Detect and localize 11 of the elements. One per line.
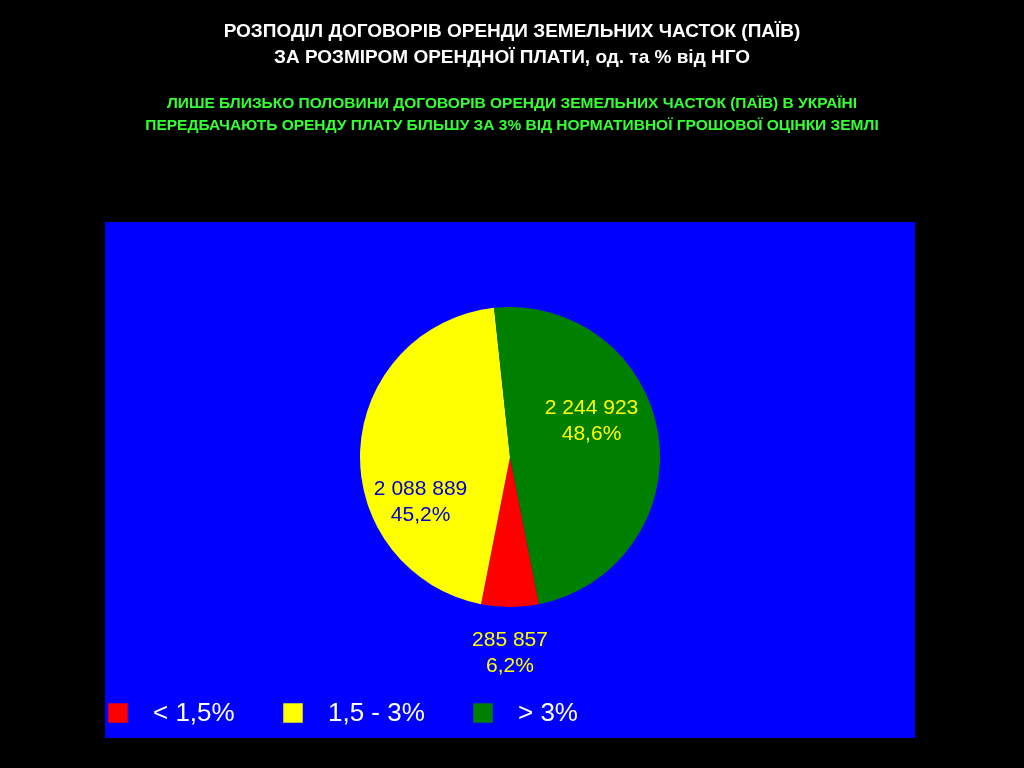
data-label: 285 857 6,2%: [472, 627, 548, 676]
pie-slice: [481, 457, 539, 607]
data-label: 2 088 889 45,2%: [373, 476, 468, 526]
chart-title: РОЗПОДІЛ ДОГОВОРІВ ОРЕНДИ ЗЕМЕЛЬНИХ ЧАСТОК (ПАЇВ) ЗА РОЗМІРОМ ОРЕНДНОЇ ПЛАТИ, од. та % від НГО: [222, 19, 802, 69]
pie-slice: [494, 307, 660, 605]
pie-slice: [360, 307, 510, 605]
legend-label: 1,5 - 3%: [328, 697, 425, 727]
chart-subtitle: ЛИШЕ БЛИЗЬКО ПОЛОВИНИ ДОГОВОРІВ ОРЕНДИ ЗЕМЕЛЬНИХ ЧАСТОК (ПАЇВ) В УКРАЇНІ ПЕРЕДБАЧАЮТЬ ОРЕНДУ ПЛАТУ БІЛЬШУ ЗА 3% ВІД НОРМАТИВНОЇ ГРОШОВОЇ ОЦІНКИ ЗЕМЛІ: [144, 93, 880, 135]
legend-label: > 3%: [518, 697, 578, 727]
data-label: 2 244 923 48,6%: [544, 395, 639, 445]
legend-label: < 1,5%: [153, 697, 235, 727]
